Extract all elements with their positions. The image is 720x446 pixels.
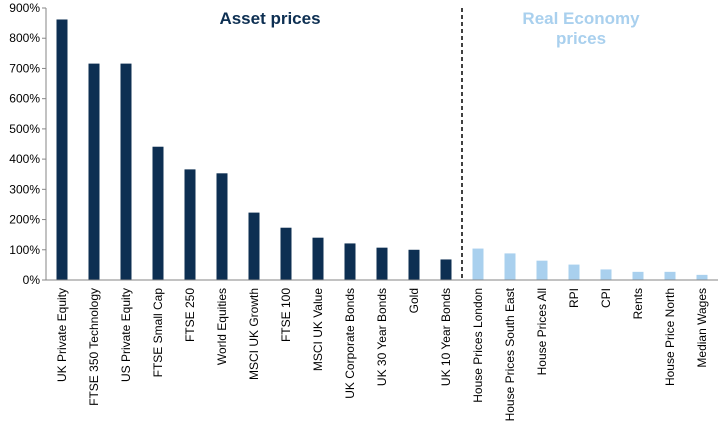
bar (440, 259, 452, 280)
x-tick-label: FTSE 100 (279, 288, 293, 342)
x-tick-label: MSCI UK Value (311, 288, 325, 371)
x-tick-label: House Prices All (535, 288, 549, 375)
bar (312, 237, 324, 280)
x-tick-label: UK 10 Year Bonds (439, 288, 453, 386)
bar (344, 243, 356, 280)
real-economy-title-line: prices (556, 29, 606, 48)
y-tick-label: 700% (9, 61, 40, 75)
bar (184, 169, 196, 280)
y-tick-label: 300% (9, 182, 40, 196)
x-tick-label: UK Private Equity (55, 288, 69, 382)
x-tick-label: CPI (599, 288, 613, 308)
x-tick-label: House Prices London (471, 288, 485, 403)
bar (472, 248, 484, 280)
y-tick-label: 500% (9, 122, 40, 136)
x-tick-label: House Prices South East (503, 287, 517, 421)
x-tick-label: Median Wages (695, 288, 709, 368)
bars (56, 19, 708, 281)
y-tick-label: 900% (9, 1, 40, 15)
asset-prices-title: Asset prices (219, 9, 320, 28)
x-tick-label: House Price North (663, 288, 677, 386)
bar (408, 249, 420, 280)
bar (216, 173, 228, 280)
bar (248, 212, 260, 280)
bar (600, 269, 612, 280)
y-tick-label: 800% (9, 31, 40, 45)
x-tick-label: FTSE 350 Technology (87, 288, 101, 406)
x-tick-label: World Equities (215, 288, 229, 365)
x-tick-label: US Private Equity (119, 288, 133, 382)
x-tick-label: UK Corporate Bonds (343, 288, 357, 399)
bar (152, 146, 164, 280)
y-tick-label: 400% (9, 152, 40, 166)
bar (536, 260, 548, 280)
real-economy-prices-title: Real Economy prices (522, 9, 640, 48)
y-tick-label: 0% (23, 273, 41, 287)
x-axis: UK Private Equity FTSE 350 Technology US P… (46, 279, 718, 421)
bar (120, 63, 132, 281)
bar (376, 247, 388, 280)
bar (56, 19, 68, 281)
bar (696, 274, 708, 280)
real-economy-title-line: Real Economy (522, 9, 640, 28)
x-tick-label: MSCI UK Growth (247, 288, 261, 380)
bar (664, 271, 676, 280)
y-tick-label: 200% (9, 213, 40, 227)
bar (88, 63, 100, 281)
bar (568, 264, 580, 280)
bar (504, 253, 516, 280)
y-tick-label: 600% (9, 92, 40, 106)
bar (632, 271, 644, 280)
x-tick-label: RPI (567, 288, 581, 308)
x-tick-label: FTSE 250 (183, 288, 197, 342)
x-tick-label: Gold (407, 288, 421, 313)
y-axis: 0% 100% 200% 300% 400% 500% 600% 700% 800% 900% (9, 1, 47, 287)
x-tick-label: FTSE Small Cap (151, 288, 165, 378)
y-tick-label: 100% (9, 243, 40, 257)
x-tick-label: Rents (631, 288, 645, 319)
x-tick-label: UK 30 Year Bonds (375, 288, 389, 386)
bar (280, 227, 292, 280)
